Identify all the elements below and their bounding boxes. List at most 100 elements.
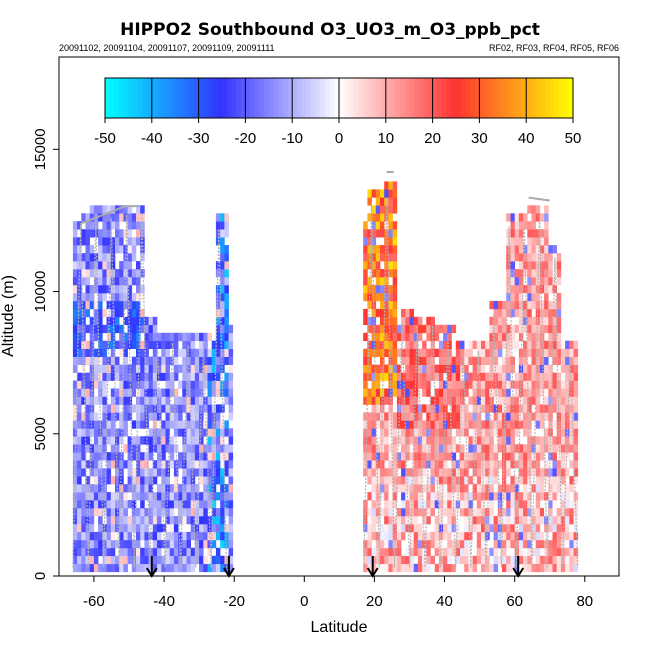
heatmap-cell <box>544 516 549 525</box>
heatmap-cell <box>367 213 372 222</box>
heatmap-cell <box>77 484 82 493</box>
heatmap-cell <box>371 412 377 421</box>
heatmap-cell <box>447 340 452 349</box>
heatmap-cell <box>136 563 141 573</box>
heatmap-cell <box>98 348 103 357</box>
heatmap-cell <box>443 547 448 557</box>
heatmap-cell <box>228 356 234 365</box>
heatmap-cell <box>527 229 532 238</box>
heatmap-cell <box>89 221 95 230</box>
heatmap-cell <box>93 261 99 270</box>
heatmap-cell <box>460 500 465 509</box>
heatmap-cell <box>173 523 179 533</box>
heatmap-cell <box>77 412 82 421</box>
heatmap-cell <box>497 332 503 342</box>
heatmap-cell <box>123 484 128 493</box>
heatmap-cell <box>417 356 423 365</box>
heatmap-cell <box>220 420 225 429</box>
heatmap-cell <box>451 396 457 405</box>
colorbar-swatch <box>371 78 377 118</box>
heatmap-cell <box>565 412 570 421</box>
heatmap-cell <box>371 531 377 541</box>
colorbar-swatch <box>151 78 157 118</box>
heatmap-cell <box>417 500 423 509</box>
colorbar-swatch <box>292 78 298 118</box>
heatmap-cell <box>426 476 431 485</box>
heatmap-cell <box>375 364 381 373</box>
north-flight-track <box>363 197 579 568</box>
colorbar-swatch <box>170 78 176 118</box>
heatmap-cell <box>207 460 212 469</box>
heatmap-cell <box>476 476 482 485</box>
heatmap-cell <box>552 539 557 549</box>
heatmap-cell <box>460 555 465 565</box>
heatmap-cell <box>539 380 545 389</box>
heatmap-cell <box>110 563 116 573</box>
heatmap-cell <box>426 428 431 437</box>
heatmap-cell <box>485 356 490 365</box>
heatmap-cell <box>182 539 187 549</box>
heatmap-cell <box>98 213 103 222</box>
heatmap-cell <box>152 396 158 405</box>
heatmap-cell <box>123 516 128 525</box>
colorbar-swatch <box>273 78 279 118</box>
heatmap-cell <box>224 213 229 222</box>
heatmap-cell <box>102 245 107 254</box>
heatmap-cell <box>224 269 229 278</box>
heatmap-cell <box>148 364 154 373</box>
heatmap-cell <box>190 404 196 413</box>
heatmap-cell <box>207 388 212 397</box>
heatmap-cell <box>443 356 448 365</box>
heatmap-cell <box>199 428 204 437</box>
heatmap-cell <box>165 356 170 365</box>
heatmap-cell <box>203 523 208 533</box>
heatmap-cell <box>140 372 145 381</box>
heatmap-cell <box>215 516 221 525</box>
heatmap-cell <box>481 380 486 389</box>
heatmap-cell <box>110 539 116 549</box>
heatmap-cell <box>548 364 553 373</box>
heatmap-cell <box>178 412 183 421</box>
heatmap-cell <box>115 237 120 246</box>
heatmap-cell <box>110 269 116 278</box>
heatmap-cell <box>228 452 234 461</box>
heatmap-cell <box>106 428 112 437</box>
heatmap-cell <box>426 316 431 326</box>
heatmap-cell <box>375 348 381 357</box>
heatmap-cell <box>224 523 229 533</box>
colorbar-swatch <box>310 78 316 118</box>
heatmap-cell <box>401 420 406 429</box>
heatmap-cell <box>136 468 141 477</box>
heatmap-cell <box>514 428 520 437</box>
heatmap-cell <box>367 229 372 238</box>
heatmap-cell <box>152 332 158 342</box>
heatmap-cell <box>388 316 393 326</box>
heatmap-cell <box>194 348 200 357</box>
heatmap-cell <box>165 428 170 437</box>
heatmap-cell <box>434 500 440 509</box>
colorbar-swatch <box>268 78 274 118</box>
heatmap-cell <box>77 508 82 517</box>
heatmap-cell <box>140 205 145 214</box>
heatmap-cell <box>405 547 410 557</box>
heatmap-cell <box>152 555 158 565</box>
heatmap-cell <box>506 292 511 302</box>
heatmap-cell <box>401 508 406 517</box>
heatmap-cell <box>443 476 448 485</box>
heatmap-cell <box>106 500 112 509</box>
heatmap-cell <box>506 261 511 270</box>
heatmap-cell <box>514 563 520 573</box>
heatmap-cell <box>443 500 448 509</box>
heatmap-cell <box>417 364 423 373</box>
heatmap-cell <box>165 476 170 485</box>
heatmap-cell <box>224 428 229 437</box>
heatmap-cell <box>81 563 86 573</box>
heatmap-cell <box>392 492 398 501</box>
heatmap-cell <box>468 563 473 573</box>
heatmap-cell <box>556 539 562 549</box>
heatmap-cell <box>523 516 528 525</box>
heatmap-cell <box>131 237 137 246</box>
heatmap-cell <box>371 380 377 389</box>
heatmap-cell <box>523 412 528 421</box>
heatmap-cell <box>384 531 389 541</box>
